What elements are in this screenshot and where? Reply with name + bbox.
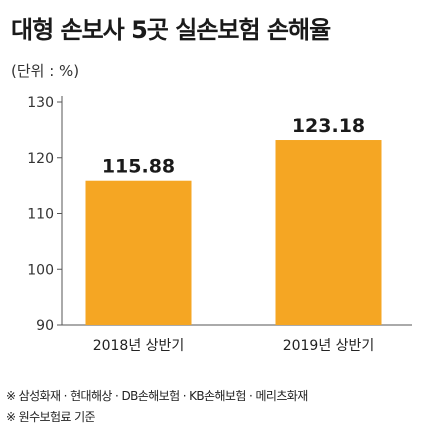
y-tick-label: 100 [27, 262, 54, 278]
unit-label: (단위 : %) [11, 62, 80, 80]
category-label: 2018년 상반기 [93, 338, 185, 354]
y-tick-label: 110 [27, 207, 54, 223]
y-tick-label: 90 [36, 318, 54, 334]
bar-value-label: 115.88 [102, 156, 175, 178]
y-tick-label: 130 [27, 95, 54, 111]
footnote-companies: ※ 삼성화재 · 현대해상 · DB손해보험 · KB손해보험 · 메리츠화재 [6, 389, 308, 403]
footnote-basis: ※ 원수보험료 기준 [6, 410, 96, 424]
y-tick-label: 120 [27, 151, 54, 167]
bar [85, 180, 192, 325]
bar [275, 140, 382, 325]
chart-title: 대형 손보사 5곳 실손보험 손해율 [11, 16, 331, 44]
category-label: 2019년 상반기 [283, 338, 375, 354]
bar-value-label: 123.18 [292, 115, 365, 137]
